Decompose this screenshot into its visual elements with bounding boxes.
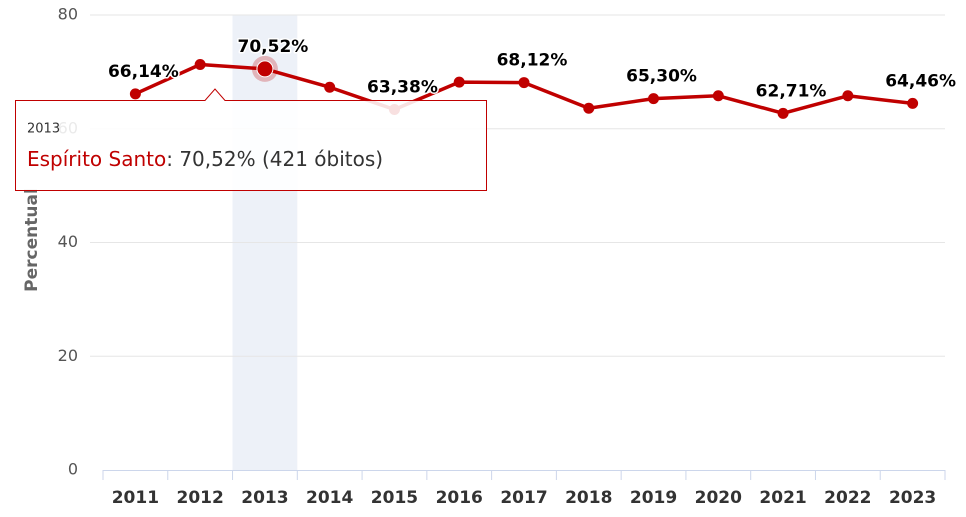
x-tick-label: 2018 — [565, 488, 612, 508]
point — [194, 58, 206, 70]
point — [648, 93, 660, 105]
tooltip: 2013 Espírito Santo: 70,52% (421 óbitos) — [15, 88, 487, 191]
data-label: 70,52% — [238, 37, 309, 57]
point — [129, 88, 141, 100]
x-tick-label: 2016 — [436, 488, 483, 508]
y-tick-label: 0 — [68, 460, 78, 479]
point — [518, 77, 530, 89]
point — [712, 90, 724, 102]
point — [256, 60, 274, 78]
data-label: 63,38% — [367, 78, 438, 98]
x-tick-label: 2013 — [241, 488, 288, 508]
y-tick-label: 20 — [58, 346, 78, 365]
x-tick-label: 2012 — [176, 488, 223, 508]
tooltip-body: Espírito Santo: 70,52% (421 óbitos) — [27, 147, 383, 171]
y-axis-title: Percentual — [22, 188, 42, 292]
data-label: 65,30% — [626, 67, 697, 87]
tooltip-box — [15, 88, 487, 191]
data-label: 66,14% — [108, 62, 179, 82]
tooltip-header: 2013 — [27, 122, 60, 137]
x-tick-label: 2015 — [371, 488, 418, 508]
point — [907, 97, 919, 109]
x-tick-label: 2020 — [695, 488, 742, 508]
point — [777, 107, 789, 119]
y-tick-label: 80 — [58, 5, 78, 24]
x-tick-label: 2023 — [889, 488, 936, 508]
data-label: 68,12% — [497, 51, 568, 71]
plot-area: 0204060802011201220132014201520162017201… — [58, 5, 958, 509]
tooltip-series: Espírito Santo — [27, 147, 166, 171]
data-label: 62,71% — [756, 81, 827, 101]
data-label: 64,46% — [885, 71, 956, 91]
point — [583, 102, 595, 114]
y-tick-label: 40 — [58, 232, 78, 251]
tooltip-value: : 70,52% (421 óbitos) — [166, 147, 383, 171]
x-tick-label: 2011 — [112, 488, 159, 508]
x-tick-label: 2019 — [630, 488, 677, 508]
point — [324, 81, 336, 93]
x-tick-label: 2014 — [306, 488, 353, 508]
point — [453, 76, 465, 88]
point — [842, 90, 854, 102]
x-tick-label: 2022 — [824, 488, 871, 508]
x-tick-label: 2021 — [759, 488, 806, 508]
x-tick-label: 2017 — [500, 488, 547, 508]
